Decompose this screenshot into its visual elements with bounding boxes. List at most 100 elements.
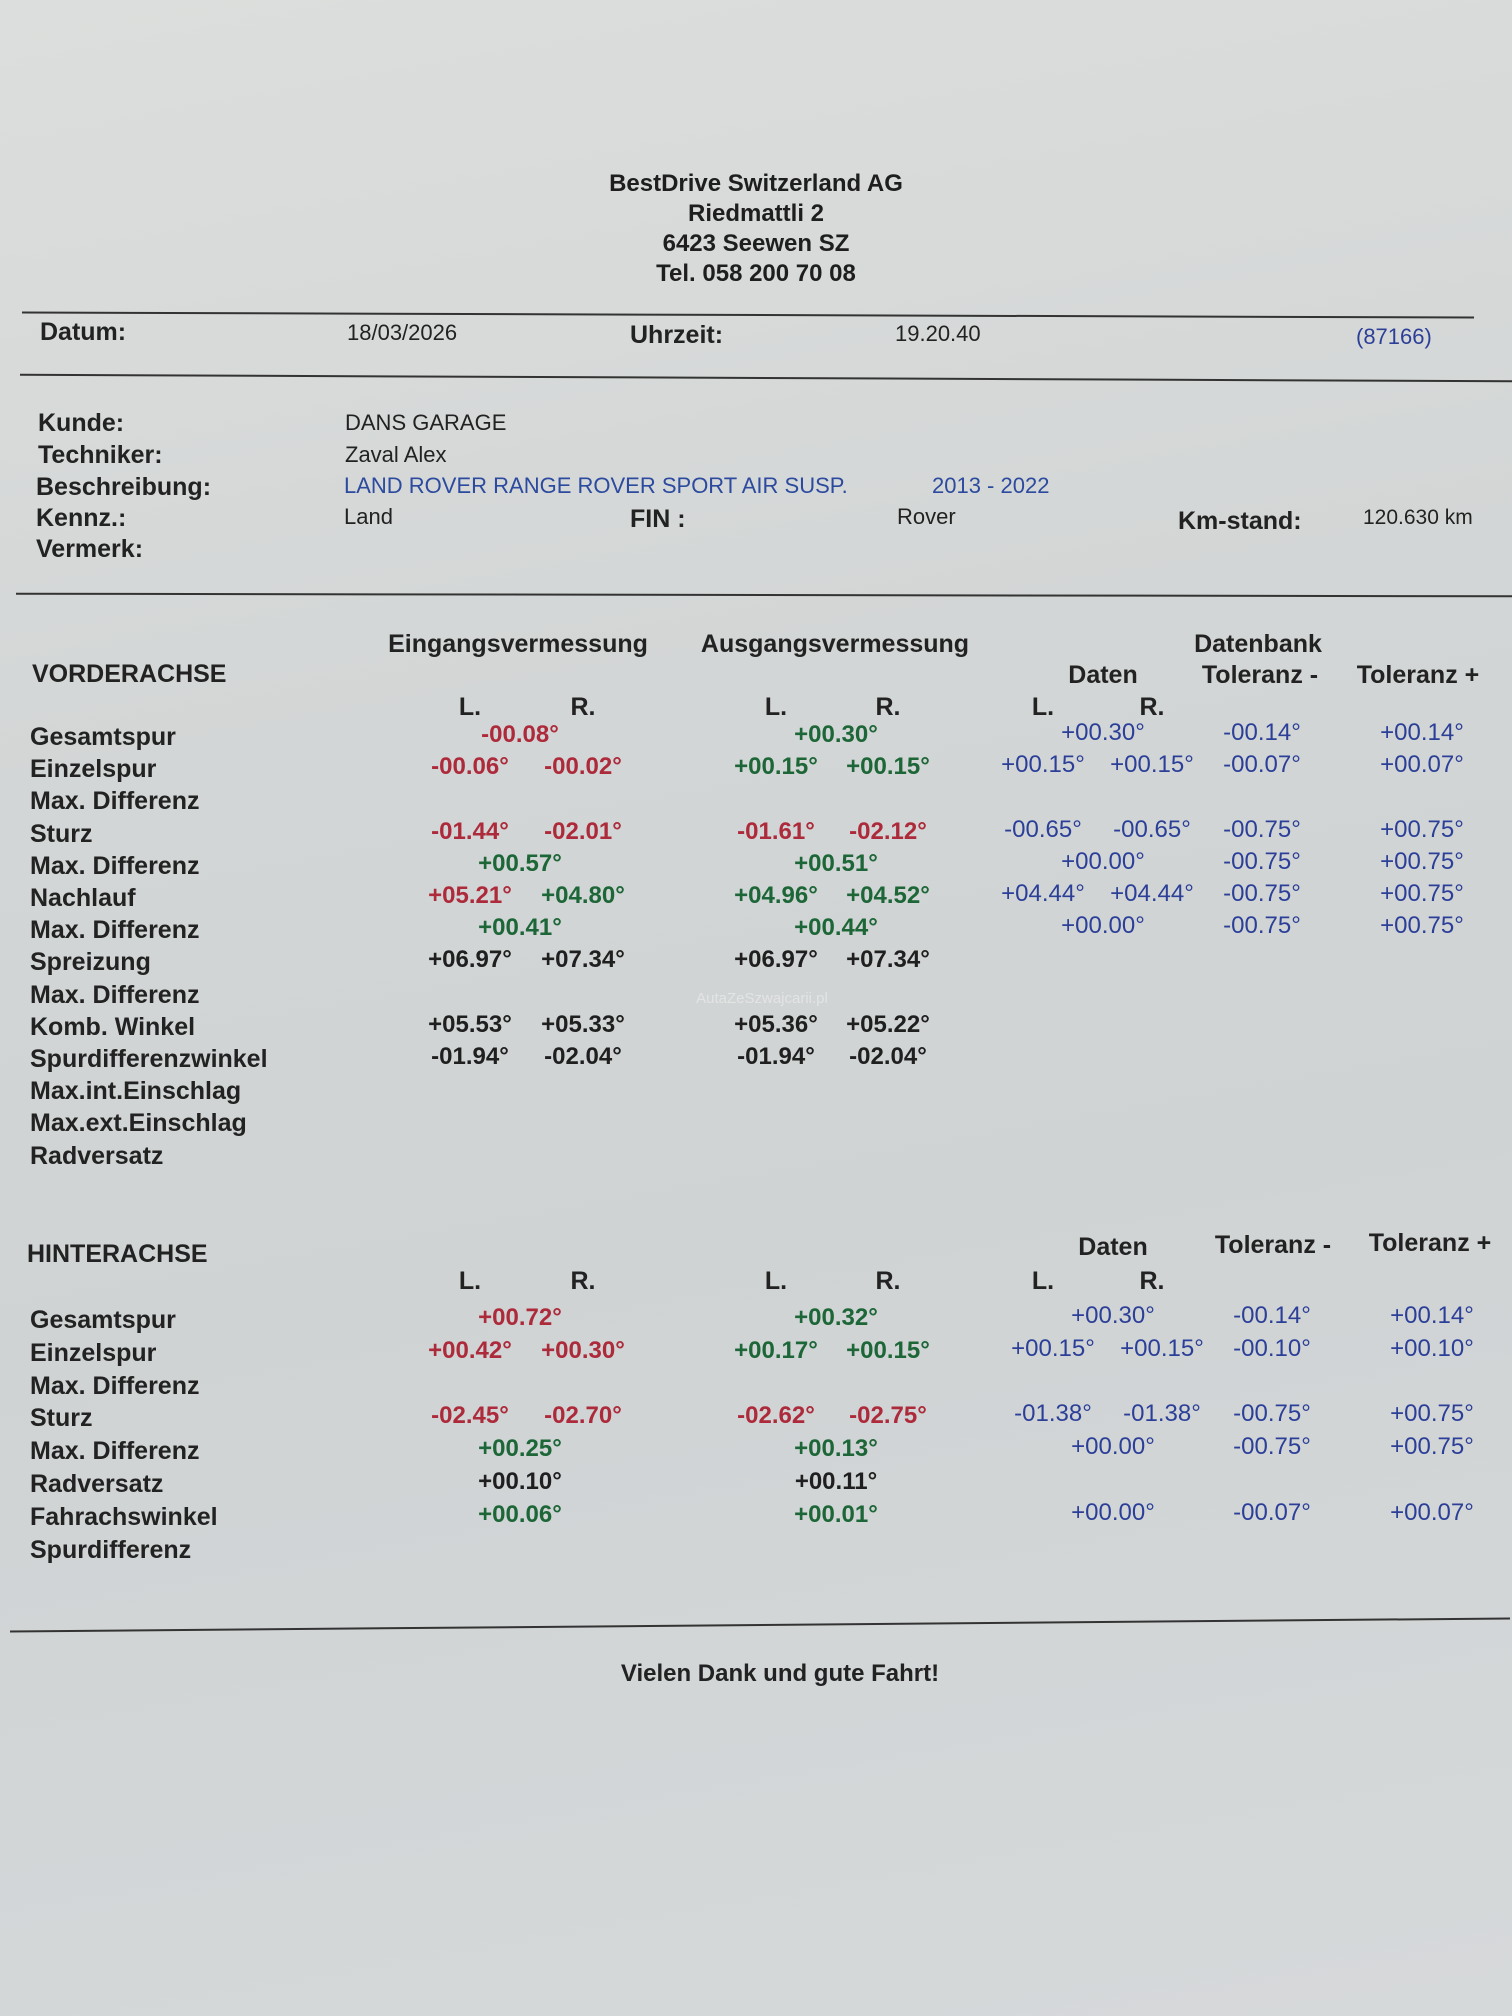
spec-tm: -00.10°: [1233, 1334, 1311, 1362]
fin-value: Rover: [897, 504, 956, 529]
km-label: Km-stand:: [1178, 507, 1302, 535]
measurement-ein-c: +00.10°: [478, 1468, 562, 1495]
measurement-ein-r: +04.80°: [541, 882, 625, 909]
measurement-aus-c: +00.51°: [794, 849, 878, 877]
kunde-value: DANS GARAGE: [345, 410, 507, 435]
measurement-ein-c: +00.57°: [478, 849, 562, 877]
divider: [20, 373, 1512, 383]
col-right-db: R.: [1139, 693, 1165, 721]
measurement-aus-r: +00.15°: [846, 753, 930, 781]
row-label: Radversatz: [30, 1141, 164, 1170]
beschreibung-label: Beschreibung:: [36, 473, 212, 501]
spec-db-l: +00.15°: [1011, 1334, 1095, 1362]
row-label: Max. Differenz: [30, 916, 200, 945]
col-right-aus: R.: [875, 693, 901, 721]
divider: [15, 592, 1512, 598]
col-right-ein: R.: [570, 1267, 596, 1295]
watermark: AutaZeSzwajcarii.pl: [696, 990, 828, 1007]
measurement-aus-c: +00.13°: [794, 1435, 878, 1463]
measurement-aus-r: +00.15°: [846, 1336, 930, 1364]
spec-db-l: +00.15°: [1001, 751, 1085, 779]
measurement-ein-l: -01.44°: [431, 817, 509, 845]
measurement-ein-l: +00.42°: [428, 1336, 512, 1364]
spec-db-r: +00.15°: [1120, 1334, 1204, 1362]
col-right-db: R.: [1139, 1267, 1165, 1295]
company-city: 6423 Seewen SZ: [662, 230, 850, 257]
measurement-ein-r: -02.70°: [544, 1402, 622, 1430]
heading-daten: Daten: [1068, 661, 1138, 689]
row-label: Max. Differenz: [30, 851, 200, 880]
spec-db-c: +00.30°: [1061, 719, 1145, 746]
measurement-ein-l: -00.06°: [431, 753, 509, 781]
row-label: Einzelspur: [30, 755, 157, 784]
measurement-aus-r: -02.04°: [849, 1043, 927, 1070]
col-right-ein: R.: [570, 693, 596, 721]
spec-db-c: +00.30°: [1071, 1302, 1155, 1329]
measurement-ein-c: +00.41°: [478, 914, 562, 942]
measurement-aus-l: +05.36°: [734, 1010, 818, 1038]
fin-label: FIN :: [630, 505, 686, 533]
measurement-ein-c: -00.08°: [481, 721, 559, 748]
measurement-ein-l: +05.21°: [428, 882, 512, 909]
techniker-value: Zaval Alex: [345, 442, 447, 467]
spec-tm: -00.75°: [1233, 1400, 1311, 1428]
measurement-aus-l: -01.94°: [737, 1043, 815, 1070]
row-label: Fahrachswinkel: [30, 1502, 218, 1531]
measurement-aus-r: -02.75°: [849, 1402, 927, 1430]
measurement-ein-l: +05.53°: [428, 1010, 512, 1038]
datum-label: Datum:: [40, 318, 127, 346]
beschreibung-value: LAND ROVER RANGE ROVER SPORT AIR SUSP.: [344, 473, 848, 498]
row-label: Max.ext.Einschlag: [30, 1109, 247, 1138]
kennz-value: Land: [344, 504, 393, 529]
measurement-ein-r: +00.30°: [541, 1336, 625, 1364]
row-label: Max. Differenz: [30, 1437, 200, 1466]
spec-tp: +00.75°: [1380, 912, 1464, 940]
spec-tm: -00.07°: [1233, 1498, 1311, 1526]
measurement-aus-l: +00.15°: [734, 753, 818, 781]
measurement-aus-l: -01.61°: [737, 817, 815, 845]
col-left-db: L.: [1031, 693, 1055, 721]
col-left-ein: L.: [458, 693, 482, 721]
row-label: Max. Differenz: [30, 787, 200, 816]
heading-daten-rear: Daten: [1078, 1233, 1148, 1261]
heading-toleranz-plus: Toleranz +: [1356, 661, 1480, 689]
measurement-ein-l: -02.45°: [431, 1402, 509, 1430]
spec-db-l: +04.44°: [1001, 880, 1085, 907]
measurement-aus-c: +00.11°: [794, 1468, 878, 1495]
measurement-aus-c: +00.01°: [794, 1500, 878, 1528]
row-label: Gesamtspur: [30, 723, 176, 751]
measurement-ein-l: -01.94°: [431, 1043, 509, 1070]
measurement-aus-r: -02.12°: [849, 817, 927, 845]
spec-db-c: +00.00°: [1061, 847, 1145, 875]
datum-value: 18/03/2026: [347, 320, 458, 345]
col-left-aus: L.: [764, 693, 788, 721]
uhrzeit-label: Uhrzeit:: [630, 321, 724, 349]
spec-tm: -00.14°: [1223, 719, 1301, 746]
measurement-aus-l: -02.62°: [737, 1402, 815, 1430]
spec-tp: +00.07°: [1390, 1498, 1474, 1526]
spec-db-c: +00.00°: [1071, 1433, 1155, 1461]
footer-message: Vielen Dank und gute Fahrt!: [620, 1660, 940, 1687]
spec-tp: +00.75°: [1380, 880, 1464, 907]
spec-tm: -00.07°: [1223, 751, 1301, 779]
spec-tp: +00.75°: [1380, 847, 1464, 875]
measurement-aus-r: +04.52°: [846, 882, 930, 909]
spec-db-l: -00.65°: [1004, 815, 1082, 843]
heading-ausgangsvermessung: Ausgangsvermessung: [700, 630, 970, 658]
measurement-aus-c: +00.30°: [794, 721, 878, 748]
spec-tm: -00.14°: [1233, 1302, 1311, 1329]
heading-toleranz-plus-rear: Toleranz +: [1368, 1229, 1492, 1257]
spec-tm: -00.75°: [1223, 847, 1301, 875]
row-label: Spurdifferenzwinkel: [30, 1045, 268, 1073]
measurement-aus-r: +07.34°: [846, 946, 930, 974]
measurement-ein-r: +05.33°: [541, 1010, 625, 1038]
model-years: 2013 - 2022: [932, 473, 1050, 498]
spec-db-r: -01.38°: [1123, 1400, 1201, 1428]
col-right-aus: R.: [875, 1267, 901, 1295]
heading-toleranz-minus-rear: Toleranz -: [1214, 1231, 1332, 1259]
heading-datenbank: Datenbank: [1194, 630, 1322, 658]
row-label: Max. Differenz: [30, 1371, 200, 1400]
row-label: Spreizung: [30, 948, 151, 977]
spec-db-l: -01.38°: [1014, 1400, 1092, 1428]
measurement-ein-r: -02.04°: [544, 1043, 622, 1070]
